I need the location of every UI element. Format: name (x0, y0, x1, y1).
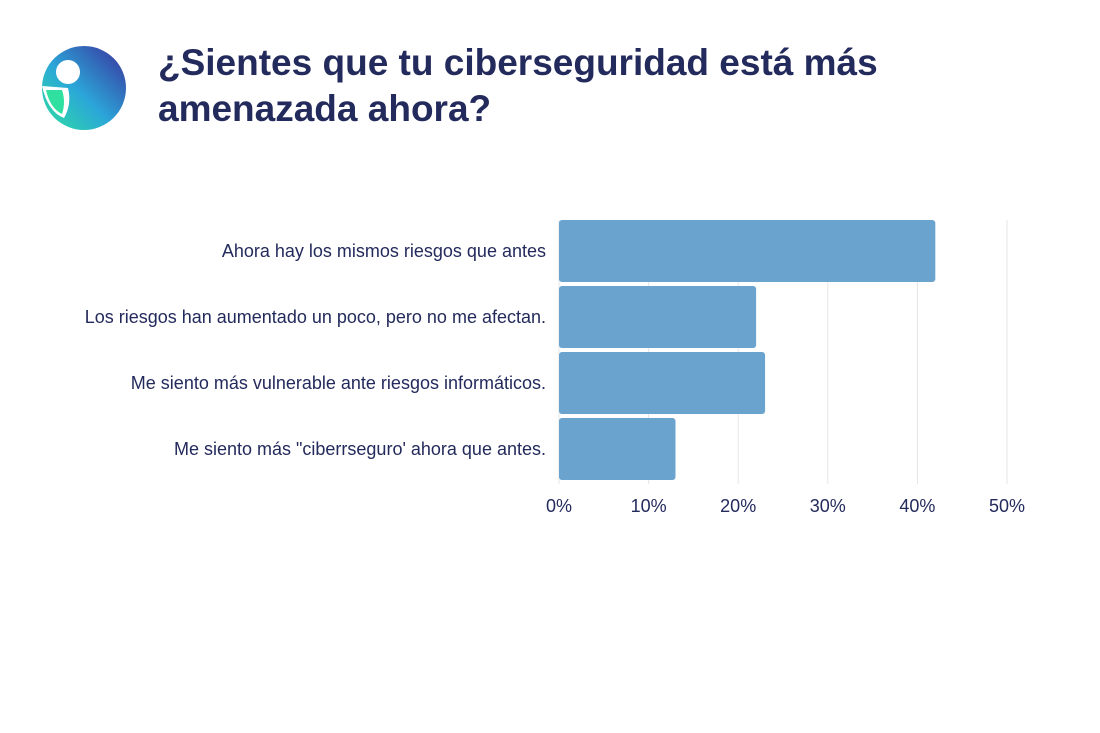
bars (559, 220, 936, 480)
category-label: Los riesgos han aumentado un poco, pero … (85, 307, 546, 327)
category-label: Ahora hay los mismos riesgos que antes (222, 241, 546, 261)
category-label: Me siento más vulnerable ante riesgos in… (131, 373, 546, 393)
bar (559, 418, 676, 480)
category-labels: Ahora hay los mismos riesgos que antes Lo… (85, 241, 546, 459)
x-tick-label: 0% (546, 496, 572, 516)
page-title: ¿Sientes que tu ciberseguridad está más … (158, 42, 878, 129)
x-tick-label: 40% (899, 496, 935, 516)
x-tick-label: 10% (631, 496, 667, 516)
category-label: Me siento más "ciberrseguro' ahora que a… (174, 439, 546, 459)
brand-logo-icon (42, 46, 126, 130)
bar (559, 220, 936, 282)
x-tick-label: 30% (810, 496, 846, 516)
bar (559, 286, 757, 348)
x-tick-label: 50% (989, 496, 1025, 516)
x-axis-tick-labels: 0% 10% 20% 30% 40% 50% (546, 496, 1025, 516)
bar (559, 352, 766, 414)
x-tick-label: 20% (720, 496, 756, 516)
